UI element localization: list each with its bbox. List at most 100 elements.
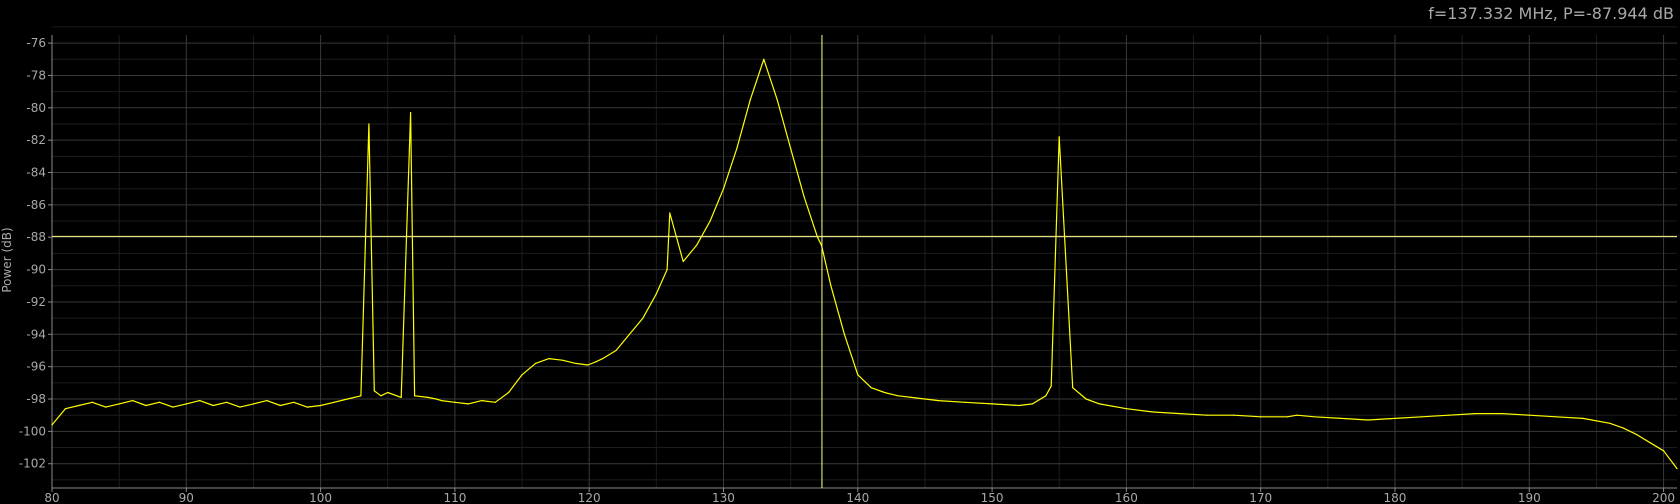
trace-point	[1421, 416, 1423, 418]
trace-point	[131, 400, 134, 402]
y-tick-label: -78	[26, 68, 46, 82]
trace-point	[1367, 419, 1369, 421]
trace-point	[776, 99, 778, 101]
trace-point	[937, 400, 939, 402]
trace-point	[199, 400, 201, 402]
y-tick-label: -82	[26, 133, 46, 147]
x-tick-label: 80	[44, 491, 59, 504]
trace-point	[279, 404, 281, 407]
y-tick-label: -90	[26, 263, 46, 277]
trace-point	[1085, 398, 1087, 400]
trace-point	[172, 406, 174, 408]
trace-point	[803, 196, 805, 198]
trace-point	[816, 236, 819, 238]
trace-point	[1501, 412, 1504, 415]
trace-point	[145, 404, 147, 407]
x-tick-label: 120	[578, 491, 601, 504]
trace-point	[1474, 412, 1477, 415]
trace-point	[669, 212, 671, 214]
trace-point	[575, 362, 577, 365]
trace-point	[1676, 467, 1678, 470]
minor-gridlines	[52, 26, 1677, 488]
trace-point	[628, 333, 631, 335]
trace-point	[1555, 416, 1557, 418]
trace-point	[409, 112, 412, 114]
trace-point	[454, 401, 456, 403]
trace-point	[709, 220, 711, 222]
y-tick-label: -76	[26, 36, 46, 50]
trace-point	[1152, 411, 1154, 413]
trace-point	[602, 357, 604, 360]
trace-point	[346, 398, 349, 400]
trace-point	[239, 406, 241, 408]
trace-point	[587, 364, 589, 366]
y-tick-label: -102	[19, 457, 46, 471]
trace-point	[1528, 414, 1530, 416]
trace-point	[910, 396, 913, 398]
trace-point	[414, 395, 416, 397]
trace-point	[1058, 136, 1060, 138]
trace-point	[642, 317, 644, 319]
x-tick-label: 110	[443, 491, 466, 504]
trace-point	[790, 147, 792, 149]
trace-point	[595, 361, 597, 363]
x-tick-label: 170	[1249, 491, 1272, 504]
trace-point	[333, 401, 335, 403]
x-tick-label: 190	[1518, 491, 1541, 504]
trace-point	[508, 391, 510, 394]
trace-point	[185, 403, 187, 405]
trace-point	[897, 395, 899, 397]
x-tick-label: 200	[1652, 491, 1675, 504]
trace-point	[964, 401, 966, 403]
trace-point	[1582, 417, 1584, 420]
trace-point	[306, 406, 308, 408]
y-tick-label: -88	[26, 230, 46, 244]
trace-point	[722, 188, 725, 190]
y-axis-ticks: -76 -78 -80 -82 -84 -86 -88 -90 -92 -94 -96 -98 -100…	[19, 36, 52, 471]
trace-point	[440, 400, 443, 402]
trace-point	[1286, 416, 1289, 418]
trace-point	[368, 123, 370, 125]
cursor-crosshair[interactable]	[52, 35, 1677, 488]
trace-point	[380, 395, 382, 397]
x-tick-label: 90	[179, 491, 194, 504]
trace-point	[360, 395, 362, 397]
trace-point	[1018, 404, 1020, 407]
x-tick-label: 180	[1384, 491, 1407, 504]
trace-point	[481, 400, 483, 402]
trace-point	[427, 396, 429, 398]
x-tick-label: 160	[1115, 491, 1138, 504]
y-tick-label: -80	[26, 101, 46, 115]
x-axis-ticks: 80 90 100 110 120 130 140 150 160 170 180 190 200	[44, 488, 1675, 504]
trace-point	[212, 404, 214, 407]
x-tick-label: 130	[712, 491, 735, 504]
trace-point	[1340, 417, 1342, 420]
trace-point	[655, 293, 657, 295]
trace-point	[830, 285, 832, 287]
trace-point	[1609, 422, 1611, 424]
trace-point	[1394, 417, 1396, 420]
y-tick-label: -84	[26, 166, 46, 180]
trace-point	[105, 406, 107, 408]
trace-point	[1260, 416, 1262, 418]
trace-point	[548, 357, 550, 360]
y-tick-label: -96	[26, 360, 46, 374]
trace-point	[682, 260, 684, 263]
trace-point	[696, 244, 698, 246]
trace-point	[494, 401, 496, 403]
trace-point	[373, 390, 375, 392]
trace-point	[666, 268, 668, 271]
trace-point	[1448, 414, 1450, 416]
trace-point	[991, 403, 993, 405]
trace-point	[1296, 414, 1298, 416]
trace-point	[400, 396, 402, 398]
trace-point	[293, 401, 295, 403]
trace-point	[1622, 427, 1624, 429]
trace-point	[64, 408, 67, 410]
trace-point	[1206, 414, 1208, 416]
trace-point	[266, 400, 268, 402]
spectrum-trace	[51, 58, 1678, 470]
trace-point	[763, 58, 765, 60]
trace-point	[252, 403, 255, 405]
